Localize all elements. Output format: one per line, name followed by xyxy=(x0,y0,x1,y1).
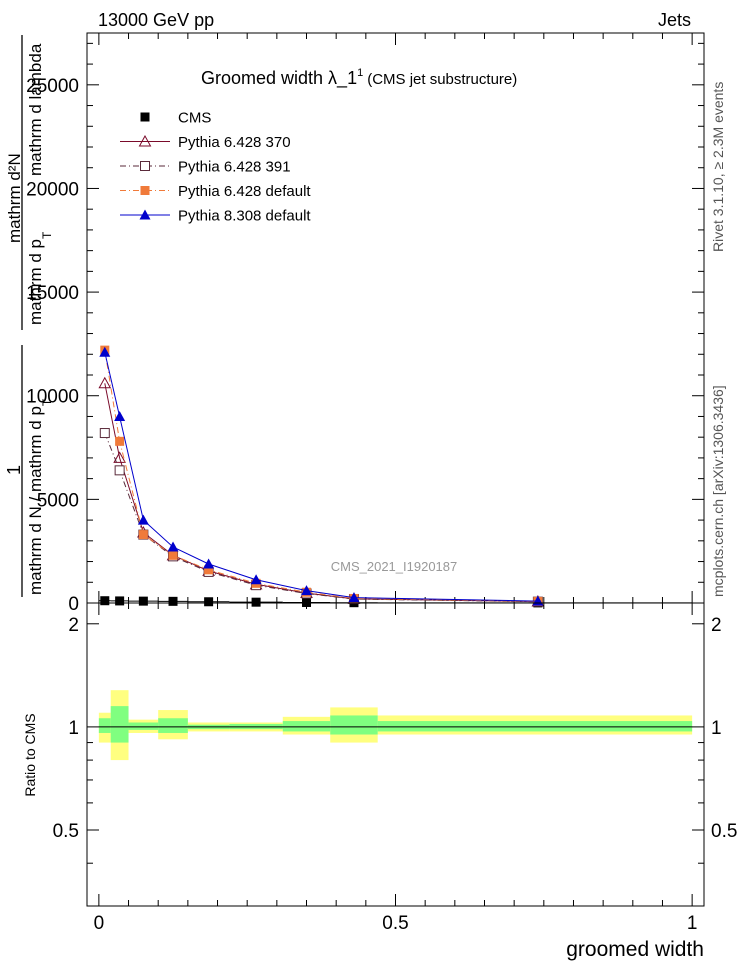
ylabel-stacked-numerator: mathrm d²N xyxy=(5,153,24,243)
ratio-band-inner xyxy=(330,715,378,735)
series-point xyxy=(99,428,110,439)
x-axis-label: groomed width xyxy=(566,938,704,961)
main-axis-ticks: 0 5000 10000 15000 20000 25000 xyxy=(26,33,704,615)
main-y-axis-label: 1 mathrm d N / mathrm d pT mathrm d²N ma… xyxy=(4,35,54,597)
mcplots-source-label: mcplots.cern.ch [arXiv:1306.3436] xyxy=(710,385,726,597)
ylabel-stacked-denominator: mathrm d lambda xyxy=(26,43,45,176)
ratio-ytick-label: 2 xyxy=(68,615,79,636)
legend-label: Pythia 6.428 370 xyxy=(178,134,291,151)
series-point xyxy=(114,465,125,476)
ylabel-stacked-middle-group: mathrm d pT xyxy=(26,231,54,325)
ratio-y-axis-label: Ratio to CMS xyxy=(22,713,38,796)
series-point xyxy=(115,436,125,446)
ratio-axis-ticks: 0.5 0.5 1 1 2 2 0 0.5 1 xyxy=(53,603,737,934)
cms-data-point xyxy=(138,596,148,606)
legend-item: Pythia 6.428 391 xyxy=(120,159,291,176)
ratio-band-inner xyxy=(98,718,111,733)
main-ytick-label: 25000 xyxy=(26,76,79,97)
legend-marker xyxy=(138,134,152,147)
cms-data-point xyxy=(251,597,261,607)
legend-label: Pythia 8.308 default xyxy=(178,208,311,225)
series-point xyxy=(113,451,126,463)
main-ytick-label: 0 xyxy=(68,594,79,615)
series-2 xyxy=(99,428,543,607)
header-observable-group: Jets xyxy=(658,10,691,30)
legend-label: CMS xyxy=(178,110,211,127)
chart-title: Groomed width λ_11 (CMS jet substructure) xyxy=(201,67,517,89)
ratio-band-inner xyxy=(282,721,331,732)
ratio-bands-layer xyxy=(98,690,693,761)
chart-title-main: Groomed width λ_1 xyxy=(201,68,357,89)
ratio-ytick-label: 0.5 xyxy=(53,821,79,842)
ratio-ytick-label-right: 2 xyxy=(711,615,722,636)
ylabel-denominator-subscript: T xyxy=(40,398,54,406)
ratio-panel: 0.5 0.5 1 1 2 2 0 0.5 1 Ratio to CMS xyxy=(22,602,737,934)
rivet-version-label: Rivet 3.1.10, ≥ 2.3M events xyxy=(710,82,726,252)
cms-data-point xyxy=(204,597,214,607)
legend-marker xyxy=(140,112,150,122)
header-process-label: 13000 GeV pp xyxy=(98,10,214,30)
series-point xyxy=(167,541,179,552)
cms-data-point xyxy=(302,597,312,607)
main-ytick-label: 15000 xyxy=(26,283,79,304)
legend-item: Pythia 6.428 default xyxy=(120,183,311,200)
chart-title-note: (CMS jet substructure) xyxy=(367,71,517,88)
main-series-layer xyxy=(98,345,693,608)
chart-title-superscript: 1 xyxy=(357,67,363,79)
ratio-ytick-label-right: 1 xyxy=(711,718,722,739)
series-point xyxy=(348,592,360,603)
series-point xyxy=(137,514,149,525)
legend-label: Pythia 6.428 391 xyxy=(178,159,291,176)
legend-item: Pythia 8.308 default xyxy=(120,208,311,225)
series-line xyxy=(104,383,538,602)
ylabel-fraction-denominator: mathrm d N / mathrm d pT xyxy=(26,398,54,595)
ratio-xtick-label: 0.5 xyxy=(382,913,408,934)
series-4 xyxy=(99,346,544,606)
ylabel-stacked-middle: mathrm d p xyxy=(26,239,45,325)
series-point xyxy=(168,550,178,560)
legend-item: Pythia 6.428 370 xyxy=(120,134,291,151)
ratio-plot-frame xyxy=(86,602,705,907)
ratio-xtick-label: 0 xyxy=(94,913,105,934)
legend-marker xyxy=(139,209,151,220)
series-point xyxy=(99,346,111,357)
main-ytick-label: 10000 xyxy=(26,387,79,408)
ratio-band-inner xyxy=(110,706,129,743)
ylabel-fraction-numerator: 1 xyxy=(4,465,24,475)
ratio-band-inner xyxy=(158,718,188,733)
series-line xyxy=(104,350,538,602)
ratio-xtick-label: 1 xyxy=(687,913,698,934)
legend-label: Pythia 6.428 default xyxy=(178,183,311,200)
series-point xyxy=(98,376,112,389)
ratio-ytick-label-right: 0.5 xyxy=(711,821,737,842)
series-point xyxy=(204,565,214,575)
legend: CMS Pythia 6.428 370 Pythia 6.428 391 Pythi… xyxy=(120,110,311,225)
series-line xyxy=(104,352,538,602)
series-point xyxy=(138,530,148,540)
series-point xyxy=(250,574,262,585)
main-distribution-panel: 0 5000 10000 15000 20000 25000 Groomed width … xyxy=(26,32,705,615)
ratio-ytick-label: 1 xyxy=(68,718,79,739)
series-point xyxy=(114,410,126,421)
ylabel-stacked-subscript: T xyxy=(40,231,54,239)
main-ytick-label: 5000 xyxy=(37,490,79,511)
cms-data-point xyxy=(100,596,110,606)
series-1 xyxy=(98,376,545,607)
cms-data-point xyxy=(115,596,125,606)
cms-data-point xyxy=(168,596,178,606)
analysis-watermark: CMS_2021_I1920187 xyxy=(331,559,458,574)
series-3 xyxy=(100,345,543,606)
legend-marker xyxy=(140,161,150,171)
legend-marker xyxy=(140,186,150,195)
legend-item: CMS xyxy=(140,110,211,127)
series-point xyxy=(203,558,215,569)
series-point xyxy=(301,585,313,596)
series-line xyxy=(104,432,538,603)
main-ytick-label: 20000 xyxy=(26,179,79,200)
ratio-band-inner xyxy=(377,721,693,732)
ratio-band-inner xyxy=(128,722,159,730)
ylabel-denominator-text: mathrm d N / mathrm d p xyxy=(26,406,45,595)
